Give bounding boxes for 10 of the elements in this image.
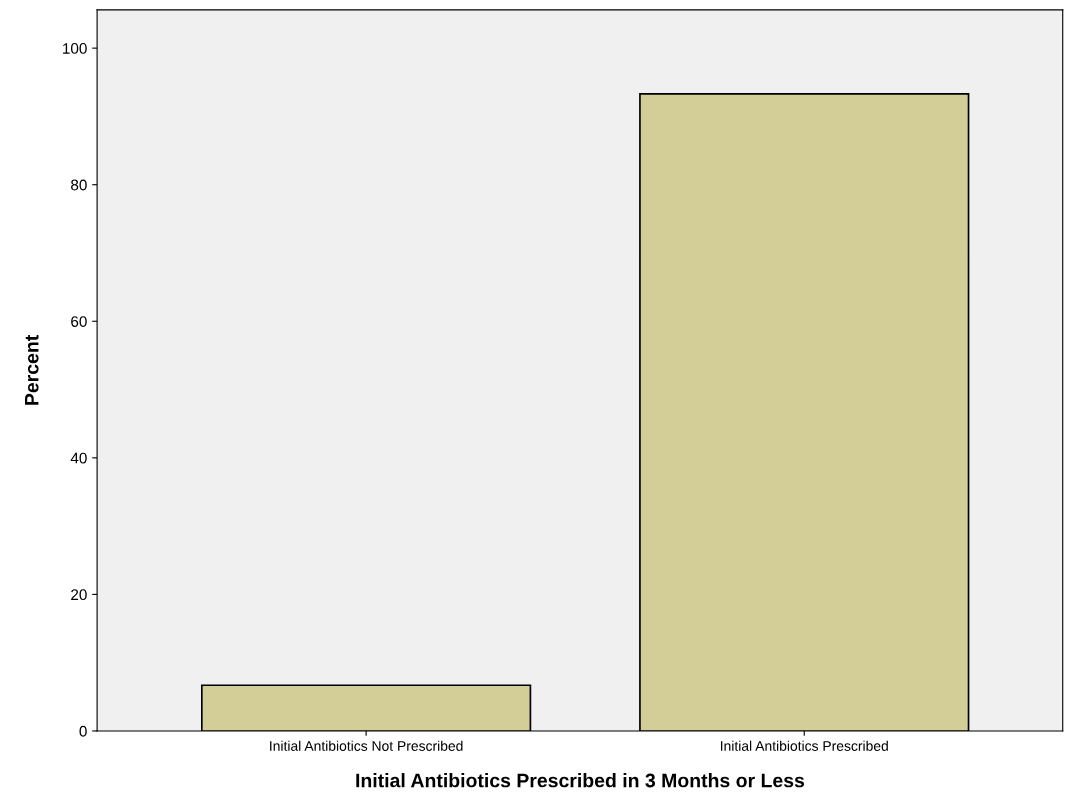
y-tick-label: 100 [63, 43, 87, 54]
x-axis-title: Initial Antibiotics Prescribed in 3 Months or Less [356, 773, 805, 788]
y-tick-label: 20 [71, 589, 87, 601]
y-tick-label: 0 [79, 725, 87, 737]
x-tick-label: Initial Antibiotics Prescribed [720, 740, 888, 751]
y-axis-title: Percent [25, 335, 39, 405]
y-tick-label: 60 [71, 316, 87, 327]
y-tick-label: 80 [71, 179, 87, 191]
x-tick-label: Initial Antibiotics Not Prescribed [270, 740, 463, 751]
y-tick-label: 40 [70, 452, 87, 464]
